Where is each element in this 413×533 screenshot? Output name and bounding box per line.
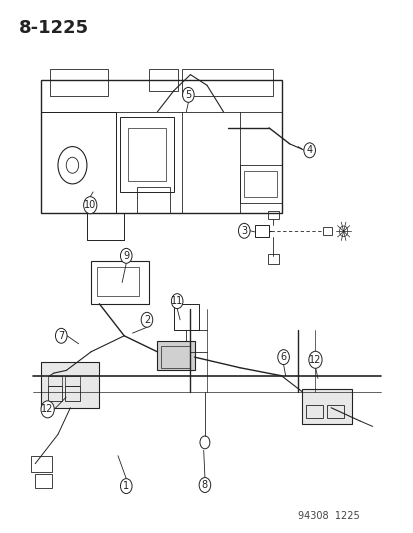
Circle shape: [171, 294, 183, 309]
Text: 94308  1225: 94308 1225: [297, 511, 359, 521]
Bar: [240, 165, 281, 203]
Bar: [157, 341, 194, 370]
Circle shape: [83, 197, 97, 214]
Bar: [47, 376, 62, 386]
Text: 12: 12: [309, 355, 321, 365]
Bar: [41, 362, 99, 408]
Bar: [254, 225, 268, 237]
Text: 11: 11: [171, 296, 183, 306]
Circle shape: [41, 401, 54, 418]
Text: 4: 4: [306, 146, 312, 155]
Bar: [268, 211, 278, 219]
Bar: [268, 254, 278, 264]
Circle shape: [308, 351, 321, 368]
Bar: [244, 171, 277, 197]
Text: 2: 2: [143, 315, 150, 325]
Bar: [149, 69, 178, 91]
Text: 5: 5: [185, 90, 191, 100]
Bar: [91, 261, 149, 304]
Text: 7: 7: [58, 331, 64, 341]
Text: 1: 1: [123, 481, 129, 491]
Bar: [35, 474, 52, 488]
Bar: [47, 386, 62, 401]
Bar: [322, 227, 331, 235]
Text: 8-1225: 8-1225: [19, 19, 88, 37]
Bar: [97, 266, 138, 296]
Bar: [31, 456, 52, 472]
Circle shape: [182, 87, 194, 102]
Text: 12: 12: [41, 405, 54, 414]
Bar: [136, 187, 169, 213]
Bar: [120, 117, 173, 192]
Bar: [301, 389, 351, 424]
Bar: [182, 69, 273, 96]
Text: 8: 8: [202, 480, 207, 490]
Text: 3: 3: [241, 226, 247, 236]
Text: 9: 9: [123, 251, 129, 261]
Bar: [128, 128, 165, 181]
Circle shape: [238, 223, 249, 238]
Circle shape: [120, 479, 132, 494]
Bar: [306, 405, 322, 418]
Bar: [50, 69, 107, 96]
Circle shape: [277, 350, 289, 365]
Text: 6: 6: [280, 352, 286, 362]
Circle shape: [55, 328, 67, 343]
Bar: [65, 376, 80, 386]
Bar: [41, 112, 116, 213]
Text: 10: 10: [84, 200, 96, 210]
Bar: [161, 346, 190, 368]
Circle shape: [303, 143, 315, 158]
Bar: [65, 386, 80, 401]
Circle shape: [120, 248, 132, 263]
Bar: [173, 304, 198, 330]
Bar: [326, 405, 343, 418]
Circle shape: [199, 478, 210, 492]
Circle shape: [141, 312, 152, 327]
Bar: [41, 80, 281, 213]
